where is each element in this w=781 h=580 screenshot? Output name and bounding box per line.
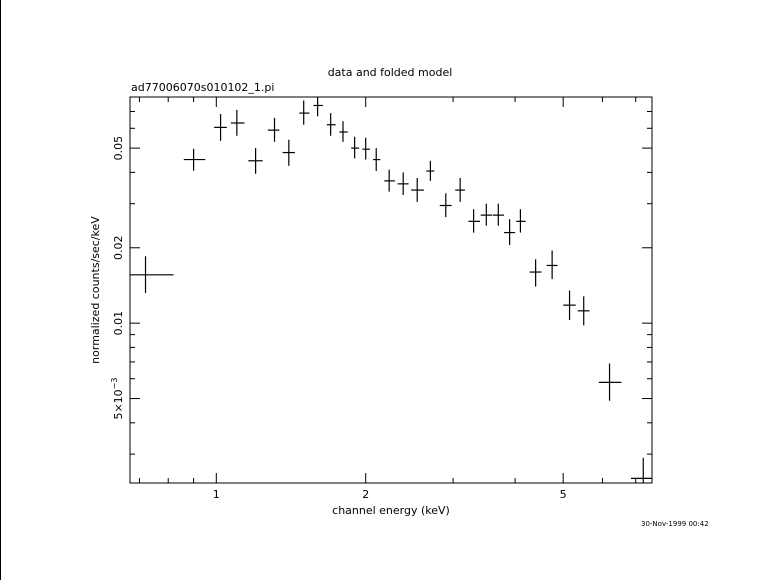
data-point	[299, 100, 310, 125]
data-point	[282, 139, 295, 166]
y-tick-label: 0.05	[112, 136, 125, 161]
data-point	[339, 121, 348, 142]
data-point	[426, 160, 435, 181]
y-axis-label: normalized counts/sec/keV	[89, 216, 102, 364]
data-point	[563, 290, 576, 320]
data-point	[439, 193, 452, 218]
y-tick-label: 0.02	[112, 236, 125, 261]
window-edge	[0, 0, 1, 580]
data-point	[373, 148, 381, 172]
data-point	[326, 113, 336, 136]
data-point	[411, 177, 424, 202]
chart-title: data and folded model	[328, 66, 453, 79]
data-point	[631, 457, 652, 483]
x-tick-label: 1	[213, 488, 220, 501]
data-point	[267, 117, 280, 142]
plot-timestamp: 30-Nov-1999 00:42	[641, 520, 709, 528]
x-axis-label: channel energy (keV)	[332, 504, 450, 517]
data-point	[546, 250, 558, 280]
x-axis-ticks: 1 2 5	[138, 97, 637, 501]
data-point	[248, 148, 263, 174]
data-point	[468, 209, 481, 233]
plot-frame	[129, 96, 653, 484]
data-points	[130, 97, 652, 483]
data-point	[397, 172, 409, 195]
data-point	[480, 203, 493, 226]
x-tick-label: 2	[362, 488, 369, 501]
data-point	[516, 209, 526, 233]
chart-subtitle: ad77006070s010102_1.pi	[131, 81, 274, 94]
data-point	[577, 296, 590, 326]
data-point	[384, 169, 395, 192]
data-point	[351, 136, 360, 159]
data-point	[130, 256, 174, 293]
data-point	[455, 177, 465, 202]
data-point	[230, 109, 245, 136]
data-point	[362, 137, 370, 160]
data-point	[598, 363, 622, 401]
y-axis-ticks: 0.05 0.02 0.01 5×10−3	[110, 111, 652, 455]
data-point	[313, 97, 323, 117]
y-tick-label: 0.01	[112, 311, 125, 336]
data-point	[529, 259, 542, 287]
data-point	[183, 148, 206, 171]
data-point	[214, 114, 227, 141]
data-point	[504, 219, 516, 246]
y-tick-label: 5×10−3	[110, 378, 125, 420]
x-tick-label: 5	[560, 488, 567, 501]
data-point	[492, 203, 505, 226]
